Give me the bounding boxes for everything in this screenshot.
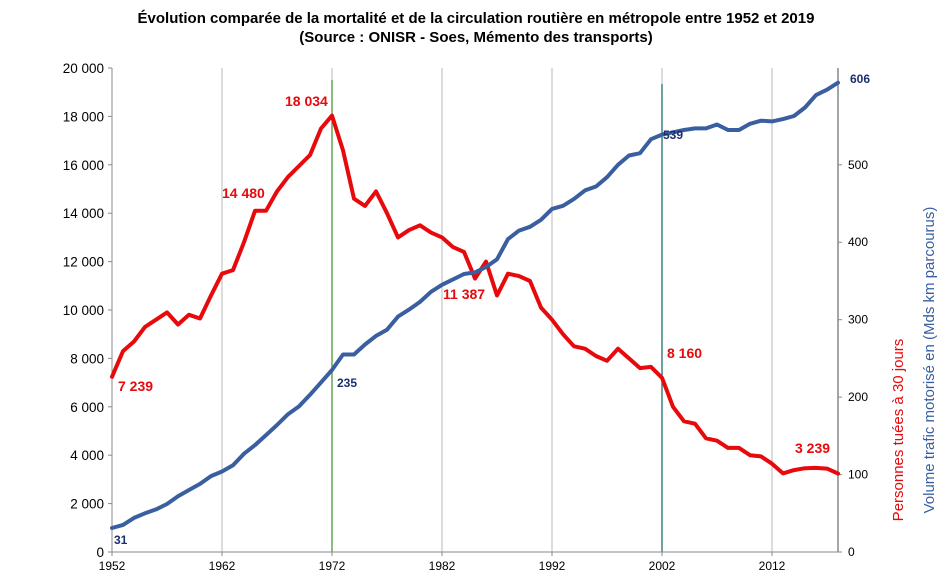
right-tick-label: 0 <box>848 545 855 559</box>
x-tick-label: 1972 <box>319 559 346 573</box>
left-tick-label: 16 000 <box>63 158 104 173</box>
left-tick-label: 6 000 <box>70 400 104 415</box>
series-lines <box>110 80 840 530</box>
left-tick-label: 12 000 <box>63 255 104 270</box>
x-tick-label: 2012 <box>759 559 786 573</box>
data-label: 3 239 <box>795 440 830 456</box>
left-tick-label: 8 000 <box>70 351 104 366</box>
x-tick-label: 1982 <box>429 559 456 573</box>
series-line-traffic <box>110 80 840 530</box>
right-tick-label: 300 <box>848 313 868 327</box>
chart-title: Évolution comparée de la mortalité et de… <box>138 10 815 27</box>
x-tick-label: 2002 <box>649 559 676 573</box>
x-tick-label: 1962 <box>209 559 236 573</box>
x-axis-ticks: 1952 1962 1972 1982 1992 2002 2012 <box>99 552 786 573</box>
grid-lines <box>221 68 773 552</box>
right-axis-label-deaths: Personnes tuées à 30 jours <box>890 339 907 522</box>
right-tick-label: 400 <box>848 235 868 249</box>
left-tick-label: 4 000 <box>70 448 104 463</box>
right-axis-label-traffic: Volume trafic motorisé en (Mds km parcou… <box>921 207 938 514</box>
x-tick-label: 1952 <box>99 559 126 573</box>
x-tick-label: 1992 <box>539 559 566 573</box>
right-tick-label: 100 <box>848 468 868 482</box>
data-label: 31 <box>114 533 128 547</box>
left-tick-label: 0 <box>96 545 104 560</box>
series-line-deaths <box>110 113 840 476</box>
right-axis-ticks: 0 100 200 300 400 500 <box>838 158 868 559</box>
data-label: 235 <box>337 376 357 390</box>
data-label: 14 480 <box>222 185 265 201</box>
chart-subtitle: (Source : ONISR - Soes, Mémento des tran… <box>299 29 652 46</box>
right-tick-label: 500 <box>848 158 868 172</box>
data-label: 606 <box>850 72 870 86</box>
right-tick-label: 200 <box>848 390 868 404</box>
data-label: 11 387 <box>443 286 485 302</box>
data-label: 7 239 <box>118 378 153 394</box>
left-tick-label: 2 000 <box>70 497 104 512</box>
left-tick-label: 10 000 <box>63 303 104 318</box>
left-tick-label: 14 000 <box>63 206 104 221</box>
data-label: 8 160 <box>667 345 702 361</box>
data-labels: 7 239 14 480 18 034 11 387 8 160 3 239 31 235 53… <box>114 72 870 547</box>
data-label: 539 <box>663 128 683 142</box>
left-tick-label: 18 000 <box>63 109 104 124</box>
data-label: 18 034 <box>285 93 328 109</box>
axes <box>111 68 839 553</box>
left-tick-label: 20 000 <box>63 61 104 76</box>
left-axis-ticks: 0 2 000 4 000 6 000 8 000 10 000 12 000 14 000 1… <box>63 61 112 560</box>
